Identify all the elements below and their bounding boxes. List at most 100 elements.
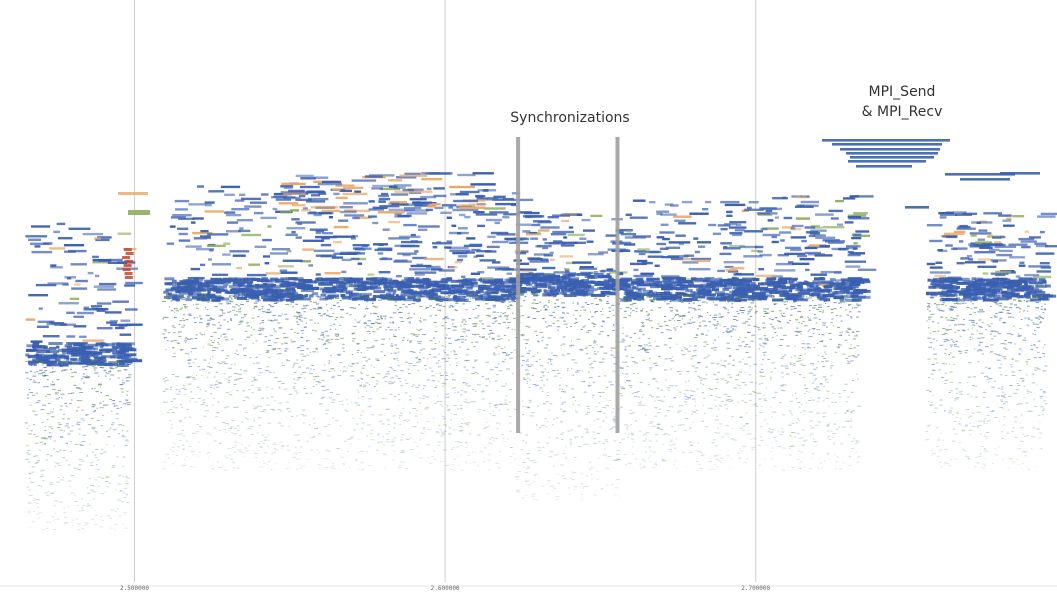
trace-event (403, 295, 406, 297)
trace-event (177, 332, 179, 334)
trace-event (537, 294, 540, 296)
trace-event (504, 402, 508, 404)
trace-event (181, 429, 184, 431)
trace-event (92, 411, 96, 412)
trace-event (721, 401, 724, 402)
trace-event (349, 467, 351, 469)
trace-event (506, 327, 509, 329)
trace-event (86, 487, 89, 489)
trace-event (26, 377, 29, 379)
trace-event (361, 410, 364, 412)
trace-event (559, 255, 574, 258)
trace-event (681, 200, 693, 204)
trace-event (42, 528, 45, 530)
trace-event (307, 458, 309, 460)
trace-event (331, 465, 335, 467)
trace-event (28, 433, 32, 435)
trace-event (163, 316, 167, 318)
trace-event (492, 352, 496, 354)
trace-event (500, 348, 504, 350)
trace-event (91, 307, 99, 311)
trace-event (495, 268, 514, 271)
trace-event (565, 285, 577, 289)
trace-event (242, 349, 244, 351)
trace-event (89, 477, 91, 479)
trace-event (45, 459, 48, 461)
trace-event (255, 356, 258, 358)
trace-event (585, 432, 590, 434)
trace-event (332, 285, 338, 289)
trace-event (232, 461, 234, 462)
trace-event (43, 386, 46, 388)
trace-event (298, 286, 305, 290)
trace-event (727, 374, 731, 376)
trace-event (44, 438, 48, 440)
trace-event (183, 463, 186, 465)
trace-event (172, 214, 192, 217)
trace-event (733, 273, 755, 276)
trace-event (126, 483, 128, 485)
trace-event (573, 285, 588, 289)
trace-event (616, 458, 621, 460)
trace-event (823, 226, 845, 229)
trace-event (717, 454, 720, 456)
trace-event (521, 334, 525, 336)
trace-event (99, 386, 101, 388)
trace-event (96, 362, 100, 364)
trace-event (212, 356, 214, 358)
trace-event (215, 416, 218, 418)
trace-event (320, 334, 324, 336)
trace-event (695, 461, 699, 462)
trace-event (509, 430, 512, 432)
trace-event (211, 263, 231, 266)
trace-event (181, 307, 183, 309)
trace-event (59, 501, 63, 503)
trace-event (211, 318, 215, 320)
trace-event (371, 414, 374, 416)
trace-event (302, 295, 306, 297)
trace-event (231, 462, 236, 464)
trace-event (370, 286, 382, 290)
trace-event (49, 346, 57, 350)
trace-event (726, 214, 733, 217)
trace-event (363, 364, 366, 366)
trace-event (423, 427, 426, 429)
trace-event (221, 350, 224, 352)
trace-event (442, 441, 444, 443)
trace-event (325, 458, 329, 460)
trace-event (452, 379, 456, 381)
trace-event (573, 489, 576, 491)
trace-event (619, 442, 622, 444)
trace-event (52, 529, 57, 530)
trace-event (684, 348, 688, 350)
trace-event (292, 299, 297, 301)
trace-event (184, 393, 186, 395)
trace-event (195, 278, 204, 282)
trace-event (417, 228, 428, 231)
trace-event (830, 217, 839, 220)
trace-event (555, 496, 560, 497)
trace-event (706, 296, 714, 300)
trace-event (285, 295, 287, 297)
trace-event (59, 429, 63, 431)
trace-event (353, 284, 362, 288)
trace-event (474, 360, 477, 362)
trace-event (280, 185, 294, 188)
trace-event (423, 291, 434, 295)
trace-event (557, 474, 559, 475)
trace-event (255, 362, 260, 364)
trace-event (282, 289, 292, 293)
trace-event (383, 315, 387, 317)
trace-event (363, 384, 367, 386)
trace-event (527, 466, 530, 468)
trace-event (603, 285, 607, 289)
trace-event (518, 277, 529, 281)
trace-event (523, 378, 527, 380)
trace-event (105, 350, 111, 353)
trace-event (554, 306, 557, 308)
trace-event (845, 358, 849, 359)
trace-event (356, 404, 361, 406)
trace-event (439, 298, 442, 300)
trace-event (90, 462, 92, 464)
trace-event (257, 316, 260, 318)
